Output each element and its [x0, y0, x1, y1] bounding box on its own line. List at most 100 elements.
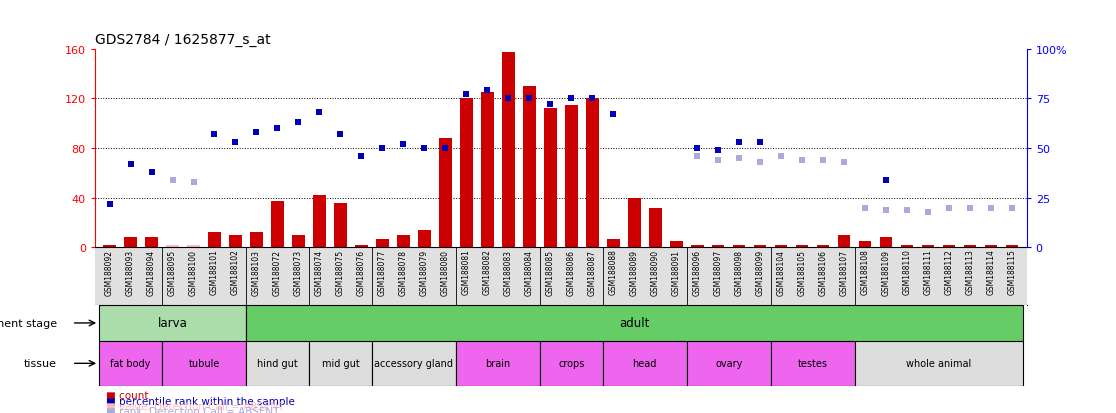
- Text: GSM188087: GSM188087: [588, 249, 597, 295]
- Text: GSM188073: GSM188073: [294, 249, 302, 295]
- Text: GSM188091: GSM188091: [672, 249, 681, 295]
- Bar: [771, 341, 855, 386]
- Bar: [229, 235, 242, 248]
- Bar: [817, 245, 829, 248]
- Bar: [775, 245, 788, 248]
- Bar: [648, 208, 662, 248]
- Bar: [372, 341, 455, 386]
- Text: GSM188088: GSM188088: [608, 249, 618, 295]
- Bar: [455, 341, 540, 386]
- Bar: [162, 341, 246, 386]
- Text: GSM188110: GSM188110: [903, 249, 912, 295]
- Bar: [943, 245, 955, 248]
- Text: head: head: [633, 358, 657, 368]
- Text: GSM188096: GSM188096: [693, 249, 702, 295]
- Bar: [104, 245, 116, 248]
- Bar: [984, 245, 998, 248]
- Text: GSM188094: GSM188094: [147, 249, 156, 295]
- Text: hind gut: hind gut: [257, 358, 298, 368]
- Bar: [292, 235, 305, 248]
- Text: GSM188106: GSM188106: [819, 249, 828, 295]
- Text: GSM188083: GSM188083: [503, 249, 513, 295]
- Text: ■ rank, Detection Call = ABSENT: ■ rank, Detection Call = ABSENT: [106, 406, 279, 413]
- Text: GSM188101: GSM188101: [210, 249, 219, 295]
- Bar: [355, 245, 367, 248]
- Bar: [603, 341, 686, 386]
- Text: GSM188081: GSM188081: [462, 249, 471, 295]
- Bar: [481, 93, 493, 248]
- Text: development stage: development stage: [0, 318, 57, 328]
- Bar: [733, 245, 745, 248]
- Text: whole animal: whole animal: [906, 358, 971, 368]
- Text: GSM188074: GSM188074: [315, 249, 324, 295]
- Bar: [879, 238, 893, 248]
- Text: ovary: ovary: [715, 358, 742, 368]
- Text: GSM188105: GSM188105: [798, 249, 807, 295]
- Text: GSM188097: GSM188097: [714, 249, 723, 295]
- Bar: [314, 196, 326, 248]
- Text: adult: adult: [619, 317, 650, 330]
- Bar: [838, 235, 850, 248]
- Text: GSM188115: GSM188115: [1008, 249, 1017, 295]
- Text: GSM188080: GSM188080: [441, 249, 450, 295]
- Bar: [246, 341, 309, 386]
- Text: GSM188107: GSM188107: [839, 249, 848, 295]
- Text: GSM188076: GSM188076: [357, 249, 366, 295]
- Bar: [523, 87, 536, 248]
- Bar: [543, 109, 557, 248]
- Text: GSM188078: GSM188078: [398, 249, 407, 295]
- Text: GSM188098: GSM188098: [734, 249, 743, 295]
- Bar: [964, 245, 976, 248]
- Bar: [271, 202, 283, 248]
- Text: brain: brain: [485, 358, 510, 368]
- Bar: [209, 233, 221, 248]
- Bar: [99, 306, 246, 341]
- Text: GSM188075: GSM188075: [336, 249, 345, 295]
- Text: fat body: fat body: [110, 358, 151, 368]
- Bar: [145, 238, 157, 248]
- Bar: [670, 242, 683, 248]
- Text: crops: crops: [558, 358, 585, 368]
- Text: GSM188111: GSM188111: [924, 249, 933, 294]
- Text: tissue: tissue: [25, 358, 57, 368]
- Bar: [540, 341, 603, 386]
- Text: GSM188114: GSM188114: [987, 249, 995, 295]
- Text: GSM188102: GSM188102: [231, 249, 240, 295]
- Bar: [334, 203, 347, 248]
- Text: GSM188082: GSM188082: [483, 249, 492, 295]
- Text: mid gut: mid gut: [321, 358, 359, 368]
- Bar: [712, 245, 724, 248]
- Text: GSM188104: GSM188104: [777, 249, 786, 295]
- Bar: [166, 245, 179, 248]
- Bar: [691, 245, 703, 248]
- Bar: [686, 341, 771, 386]
- Text: GSM188089: GSM188089: [629, 249, 638, 295]
- Bar: [859, 242, 872, 248]
- Text: GDS2784 / 1625877_s_at: GDS2784 / 1625877_s_at: [95, 33, 270, 47]
- Text: ■ percentile rank within the sample: ■ percentile rank within the sample: [106, 396, 295, 406]
- Text: testes: testes: [798, 358, 828, 368]
- Bar: [628, 198, 641, 248]
- Bar: [586, 99, 598, 248]
- Text: ■ count: ■ count: [106, 390, 148, 400]
- Text: larva: larva: [157, 317, 187, 330]
- Bar: [124, 238, 137, 248]
- Text: tubule: tubule: [189, 358, 220, 368]
- Bar: [922, 245, 934, 248]
- Text: accessory gland: accessory gland: [374, 358, 453, 368]
- Bar: [309, 341, 372, 386]
- Bar: [246, 306, 1022, 341]
- Text: GSM188092: GSM188092: [105, 249, 114, 295]
- Text: GSM188109: GSM188109: [882, 249, 891, 295]
- Text: GSM188112: GSM188112: [944, 249, 953, 294]
- Bar: [250, 233, 262, 248]
- Bar: [418, 230, 431, 248]
- Text: GSM188077: GSM188077: [378, 249, 387, 295]
- Text: GSM188099: GSM188099: [756, 249, 764, 295]
- Bar: [855, 341, 1022, 386]
- Text: GSM188100: GSM188100: [189, 249, 198, 295]
- Text: GSM188103: GSM188103: [252, 249, 261, 295]
- Bar: [99, 341, 162, 386]
- Bar: [502, 53, 514, 248]
- Bar: [1006, 245, 1018, 248]
